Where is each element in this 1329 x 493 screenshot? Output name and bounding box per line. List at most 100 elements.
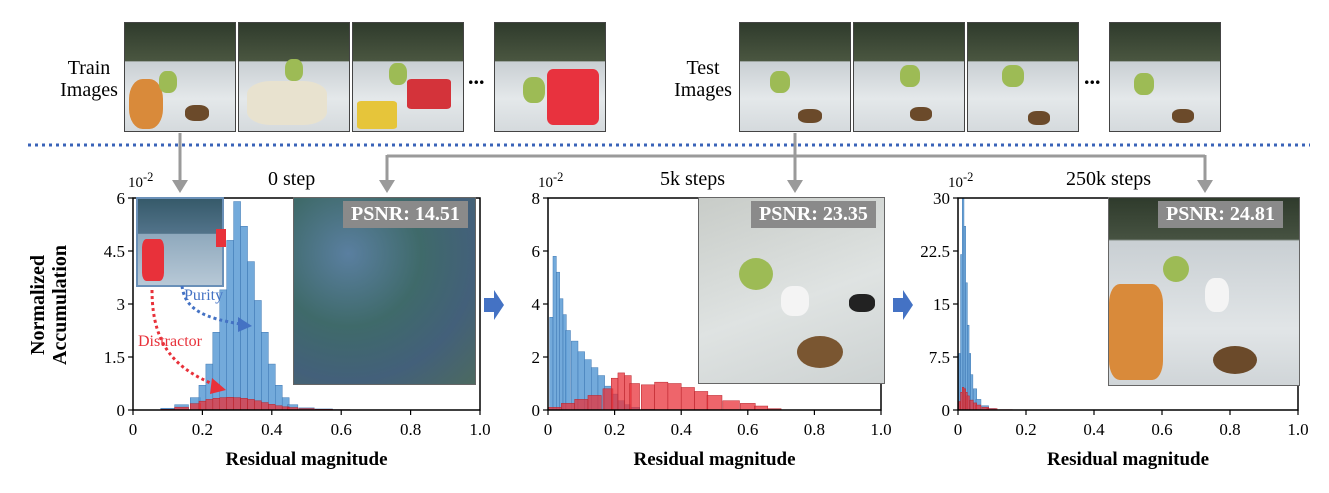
purity-bar <box>559 298 564 411</box>
y-tick-label: 7.5 <box>929 348 950 367</box>
y-tick-label: 6 <box>532 242 541 261</box>
train-image-1 <box>124 22 236 132</box>
x-tick-label: 0.6 <box>737 420 758 439</box>
x-axis-label: Residual magnitude <box>633 449 795 470</box>
distractor-bar <box>958 401 961 411</box>
panel2-exponent: 10-2 <box>538 170 564 191</box>
y-axis-label: Normalized Accumulation <box>27 220 71 390</box>
panel1-title: 0 step <box>268 168 316 190</box>
panel2-psnr-badge: PSNR: 23.35 <box>751 201 876 228</box>
distractor-bar <box>667 383 682 411</box>
distractor-bar <box>640 384 655 411</box>
train-images-label: Train Images <box>54 57 124 101</box>
test-image-3 <box>967 22 1079 132</box>
distractor-bar <box>617 372 625 411</box>
test-image-2 <box>853 22 965 132</box>
panel3-exponent: 10-2 <box>948 170 974 191</box>
x-tick-label: 1.0 <box>1287 420 1308 439</box>
test-image-1 <box>739 22 851 132</box>
x-tick-label: 1.0 <box>469 420 490 439</box>
purity-bar <box>565 330 571 411</box>
distractor-bar <box>680 387 695 411</box>
distractor-bar <box>962 387 965 411</box>
x-tick-label: 0.2 <box>604 420 625 439</box>
test-connector-arrowhead-left <box>379 180 395 193</box>
panel1-mask-inset <box>136 197 226 287</box>
y-tick-label: 22.5 <box>920 242 950 261</box>
x-tick-label: 0.4 <box>1083 420 1105 439</box>
distractor-bar <box>706 395 723 411</box>
y-tick-label: 2 <box>532 348 541 367</box>
y-tick-label: 4.5 <box>104 242 125 261</box>
x-axis-label: Residual magnitude <box>225 449 387 470</box>
x-tick-label: 0.6 <box>1151 420 1172 439</box>
test-connector-arrowhead-mid <box>787 180 803 193</box>
purity-annotation: Purity <box>184 287 224 304</box>
train-connector-arrowhead <box>172 180 188 193</box>
y-axis-label-line2: Accumulation <box>49 245 71 365</box>
y-tick-label: 3 <box>117 295 126 314</box>
test-image-4 <box>1109 22 1221 132</box>
train-image-3 <box>352 22 464 132</box>
distractor-bar <box>740 403 756 411</box>
purity-bar <box>552 256 557 411</box>
train-image-2 <box>238 22 350 132</box>
x-tick-label: 0.2 <box>192 420 213 439</box>
y-axis-label-line1: Normalized <box>27 255 49 355</box>
distractor-bar <box>694 391 709 411</box>
distractor-bar <box>722 400 740 411</box>
test-images-label: Test Images <box>668 57 738 101</box>
distractor-bar <box>969 399 974 411</box>
panel1-psnr-badge: PSNR: 14.51 <box>343 201 468 228</box>
distractor-bar <box>561 403 575 411</box>
y-tick-label: 4 <box>532 295 541 314</box>
x-tick-label: 0.8 <box>1219 420 1240 439</box>
test-label-line2: Images <box>674 79 732 101</box>
x-tick-label: 0.2 <box>1015 420 1036 439</box>
purity-bar <box>965 282 968 411</box>
x-tick-label: 0.6 <box>331 420 352 439</box>
train-label-line2: Images <box>60 79 118 101</box>
test-connector-arrowhead-right <box>1197 180 1213 193</box>
y-tick-label: 30 <box>933 190 950 208</box>
chart-panel-0: 0 1.5 3 4.5 6 0 0.2 0.4 0.6 0.8 1.0 Residual magnit… <box>104 190 490 470</box>
distractor-bar <box>587 395 602 411</box>
panel-arrow-2 <box>893 290 913 320</box>
test-ellipsis: ... <box>1084 64 1101 89</box>
y-tick-label: 1.5 <box>104 348 125 367</box>
x-tick-label: 1.0 <box>870 420 891 439</box>
purity-bar <box>549 317 554 411</box>
x-tick-label: 0 <box>129 420 138 439</box>
distractor-bar <box>629 383 640 411</box>
panel1-exponent: 10-2 <box>128 170 154 191</box>
chart-panel-2: 0 7.5 15 22.5 30 0 0.2 0.4 0.6 0.8 1.0 Residual mag… <box>920 190 1308 470</box>
distractor-bar <box>611 377 619 411</box>
train-image-4 <box>494 22 606 132</box>
purity-bar <box>556 271 560 411</box>
test-label-line1: Test <box>686 57 720 79</box>
y-tick-label: 0 <box>532 401 541 420</box>
y-tick-label: 8 <box>532 190 541 208</box>
panel1-render-noise <box>293 197 476 385</box>
distractor-annotation: Distractor <box>138 333 202 350</box>
y-tick-label: 6 <box>117 190 126 208</box>
purity-bar <box>962 197 965 411</box>
y-tick-label: 0 <box>942 401 951 420</box>
train-label-line1: Train <box>67 57 111 79</box>
y-tick-label: 0 <box>117 401 126 420</box>
distractor-bar <box>960 392 963 411</box>
purity-bar <box>963 226 966 411</box>
train-ellipsis: ... <box>468 64 485 89</box>
x-axis-label: Residual magnitude <box>1047 449 1209 470</box>
x-tick-label: 0.8 <box>400 420 421 439</box>
panel2-title: 5k steps <box>660 168 725 190</box>
panel3-psnr-badge: PSNR: 24.81 <box>1158 201 1283 228</box>
panel3-render <box>1108 197 1300 386</box>
panel2-render <box>698 197 885 384</box>
annotation-arrows <box>150 285 252 394</box>
panel3-title: 250k steps <box>1066 168 1151 190</box>
x-tick-label: 0.4 <box>671 420 693 439</box>
distractor-bar <box>963 388 966 411</box>
distractor-bar <box>966 395 970 411</box>
